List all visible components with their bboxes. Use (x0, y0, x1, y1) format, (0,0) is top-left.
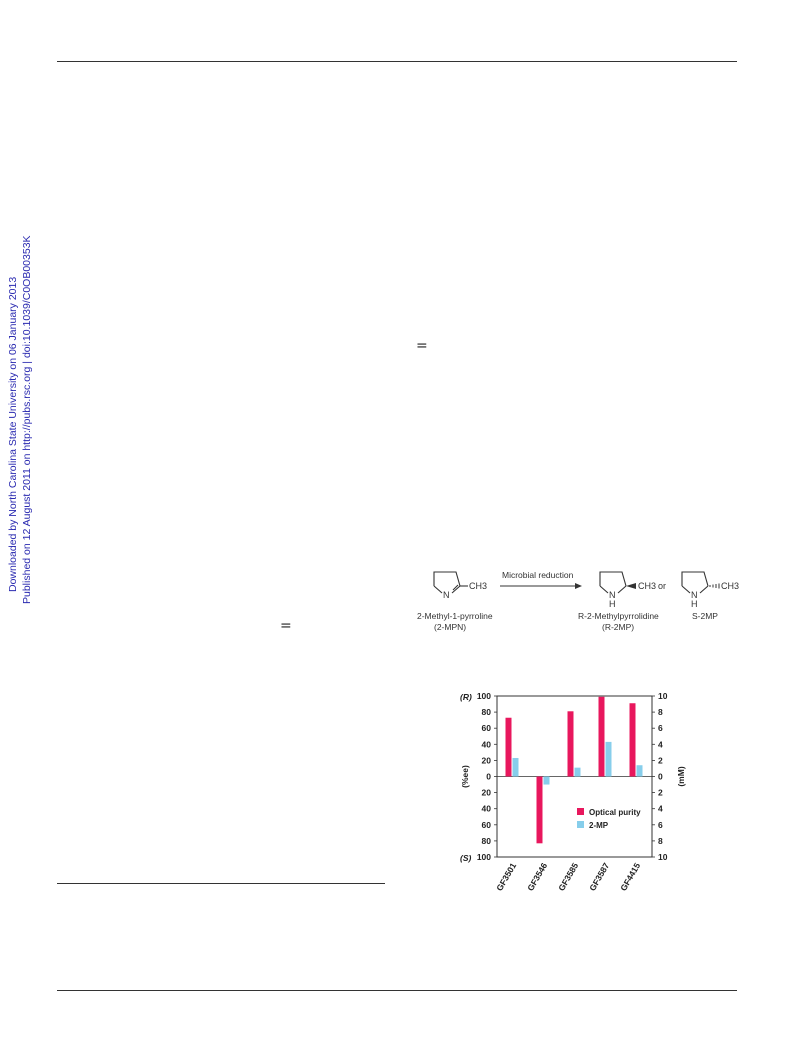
right-tick-label: 4 (658, 739, 663, 749)
bar-2mp-gf3587 (605, 741, 612, 777)
product-s-name: S-2MP (692, 611, 718, 621)
wedge-bond (626, 583, 636, 589)
hash-bond (709, 583, 720, 589)
right-tick-label: 0 (658, 772, 663, 782)
published-note: Published on 12 August 2011 on http://pu… (21, 235, 33, 604)
right-tick-label: 2 (658, 755, 663, 765)
left-axis-top-marker: (R) (460, 692, 472, 702)
left-tick-label: 20 (482, 755, 492, 765)
bar-optical-purity-gf4415 (629, 703, 636, 777)
right-tick-label: 10 (658, 852, 668, 862)
left-tick-label: 80 (482, 707, 492, 717)
left-tick-label: 0 (486, 772, 491, 782)
bar-optical-purity-gf3501 (505, 717, 512, 777)
bar-2mp-gf3546 (543, 776, 550, 785)
category-label-gf3546: GF3546 (525, 861, 549, 893)
left-tick-label: 40 (482, 739, 492, 749)
substrate-ch3: CH3 (469, 581, 487, 591)
bar-2mp-gf3585 (574, 767, 581, 777)
left-tick-label: 80 (482, 836, 492, 846)
left-tick-label: 100 (477, 691, 491, 701)
product-r-ch3: CH3 (638, 581, 656, 591)
footer-rule (57, 990, 737, 991)
left-axis-bottom-marker: (S) (460, 853, 472, 863)
product-r-structure (599, 571, 627, 594)
category-label-gf3587: GF3587 (587, 861, 611, 893)
right-tick-label: 6 (658, 820, 663, 830)
bar-2mp-gf4415 (636, 765, 643, 777)
category-label-gf3501: GF3501 (494, 861, 518, 893)
left-axis-label: (%ee) (460, 765, 470, 788)
product-s-ch3: CH3 (721, 581, 739, 591)
right-axis-label: (mM) (676, 766, 686, 786)
product-s-structure (681, 571, 709, 594)
right-tick-label: 2 (658, 788, 663, 798)
reaction-scheme: N CH3 2-Methyl-1-pyrroline (2-MPN) Micro… (417, 570, 739, 632)
bar-optical-purity-gf3587 (598, 696, 605, 777)
product-r-name: R-2-Methylpyrrolidine (578, 611, 659, 621)
header-rule (57, 61, 737, 62)
right-tick-label: 8 (658, 836, 663, 846)
product-r-n: N (609, 590, 616, 600)
right-tick-label: 4 (658, 804, 663, 814)
download-watermark: Downloaded by North Carolina State Unive… (4, 235, 44, 612)
left-tick-label: 40 (482, 804, 492, 814)
download-note: Downloaded by North Carolina State Unive… (7, 277, 19, 592)
substrate-n: N (443, 590, 450, 600)
left-tick-label: 60 (482, 820, 492, 830)
left-tick-label: 20 (482, 788, 492, 798)
substrate-structure (433, 571, 468, 594)
category-label-gf3585: GF3585 (556, 861, 580, 893)
right-tick-label: 10 (658, 691, 668, 701)
legend-swatch-2mp (577, 821, 584, 828)
bar-optical-purity-gf3546 (536, 776, 543, 844)
product-r-abbrev: (R-2MP) (602, 622, 634, 632)
legend-label-2mp: 2-MP (589, 821, 609, 830)
left-tick-label: 100 (477, 852, 491, 862)
arrow-label: Microbial reduction (502, 570, 574, 580)
right-tick-label: 6 (658, 723, 663, 733)
category-label-gf4415: GF4415 (618, 861, 642, 893)
reaction-arrow (500, 583, 582, 589)
product-r-h: H (609, 599, 616, 609)
product-s-n: N (691, 590, 698, 600)
bar-2mp-gf3501 (512, 757, 519, 777)
substrate-name: 2-Methyl-1-pyrroline (417, 611, 493, 621)
equals-glyph-left: = (280, 618, 292, 634)
equals-glyph-right: = (416, 338, 428, 354)
footnote-rule (57, 883, 385, 884)
left-tick-label: 60 (482, 723, 492, 733)
substrate-abbrev: (2-MPN) (434, 622, 466, 632)
right-tick-label: 8 (658, 707, 663, 717)
legend-label-optical-purity: Optical purity (589, 808, 641, 817)
legend-swatch-optical-purity (577, 808, 584, 815)
bar-optical-purity-gf3585 (567, 711, 574, 777)
product-s-h: H (691, 599, 698, 609)
or-label: or (658, 581, 666, 591)
